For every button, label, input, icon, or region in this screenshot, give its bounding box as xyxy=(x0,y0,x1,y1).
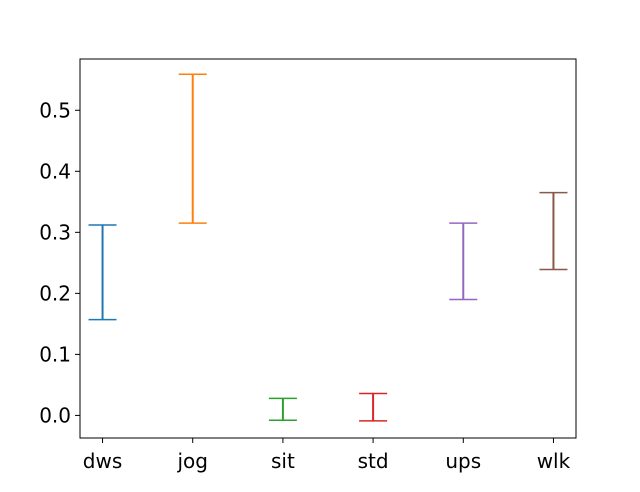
y-tick-label: 0.1 xyxy=(39,342,71,366)
error-bars xyxy=(88,73,568,422)
x-tick-label: jog xyxy=(176,449,208,473)
error-bar-std xyxy=(359,392,388,422)
x-tick-label: ups xyxy=(445,449,481,473)
x-tick-label: dws xyxy=(83,449,122,473)
plot-area-frame xyxy=(79,58,577,439)
x-tick-label: std xyxy=(358,449,389,473)
error-bar-sit xyxy=(268,397,297,422)
x-tick-label: wlk xyxy=(537,449,571,473)
y-tick-label: 0.0 xyxy=(39,403,71,427)
error-bar-jog xyxy=(178,73,207,224)
error-bar-dws xyxy=(88,224,117,321)
y-tick-label: 0.2 xyxy=(39,281,71,305)
axis-ticks: 0.0 0.1 0.2 0.3 0.4 0.5 dws jog sit std ups wlk xyxy=(39,98,570,473)
y-tick-label: 0.3 xyxy=(39,220,71,244)
y-tick-label: 0.5 xyxy=(39,98,71,122)
y-tick-label: 0.4 xyxy=(39,159,71,183)
error-bar-wlk xyxy=(539,191,568,271)
error-bar-ups xyxy=(449,222,478,301)
x-tick-label: sit xyxy=(271,449,295,473)
